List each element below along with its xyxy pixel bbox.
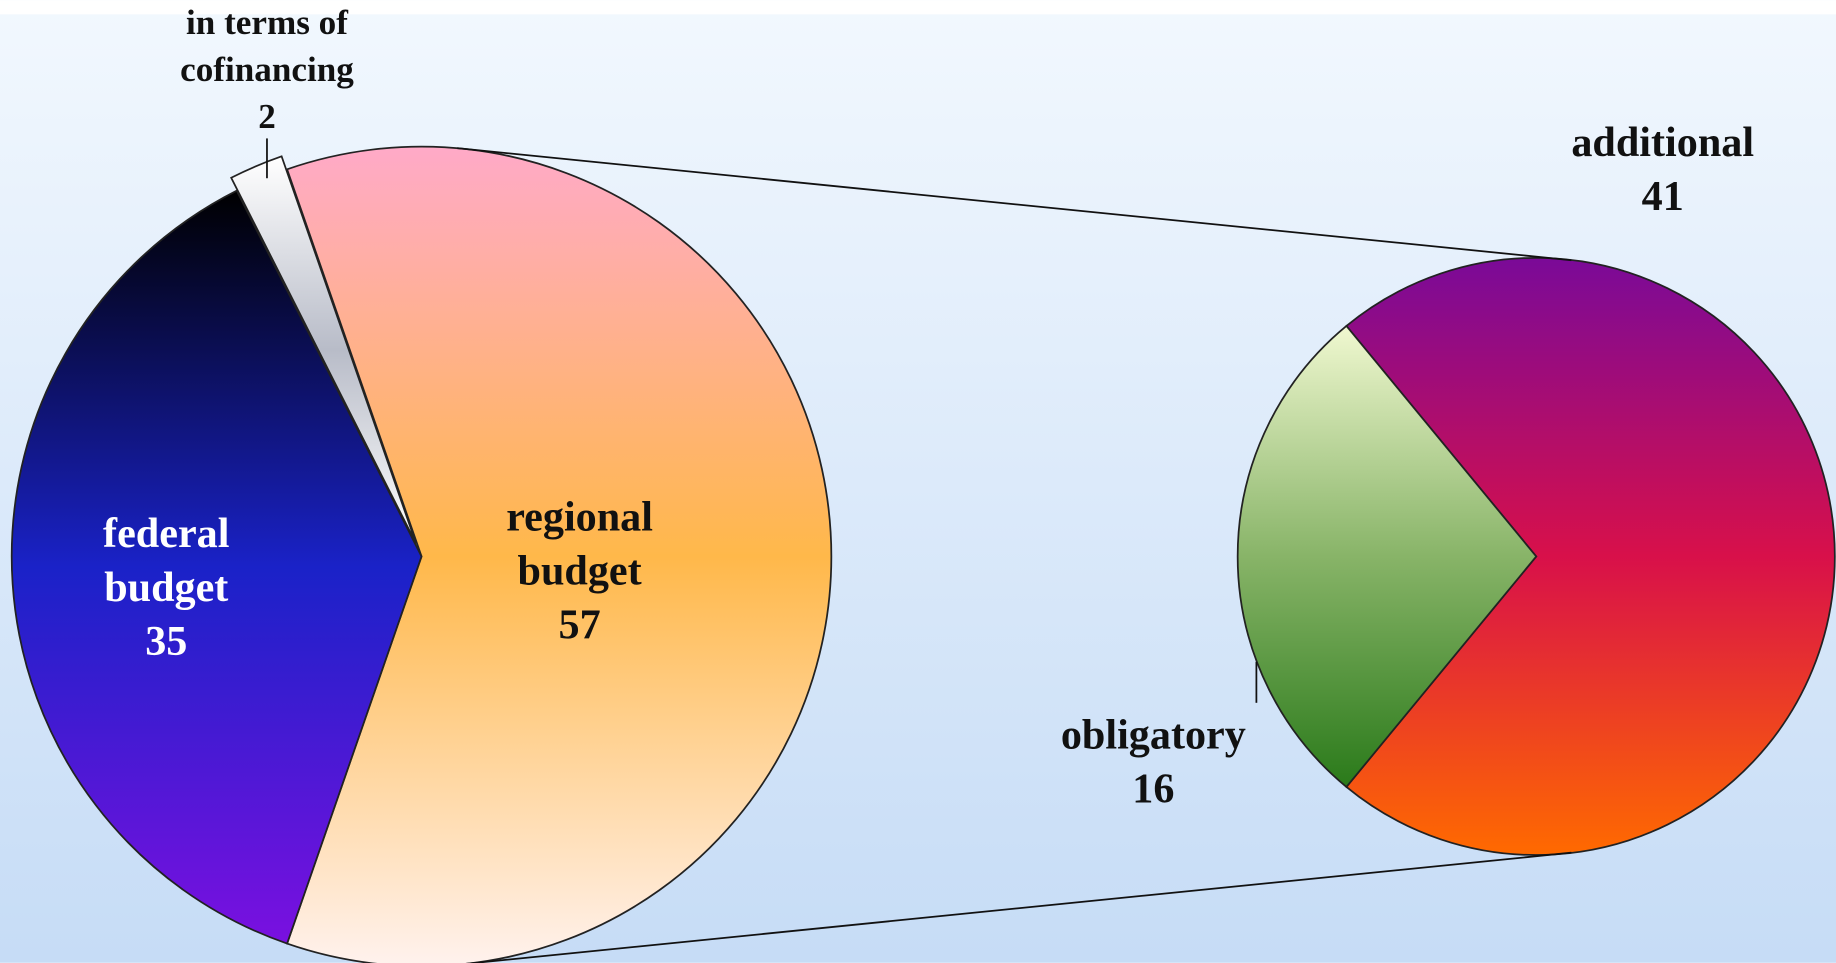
value-label: 57 (558, 600, 601, 648)
category-label: in terms of cofinancing (180, 3, 354, 90)
category-label: obligatory (1060, 711, 1246, 758)
data-label: federal budget 35 (73, 506, 260, 668)
data-label: regional budget 57 (463, 490, 697, 652)
pie-slice (1345, 257, 1836, 856)
data-label: obligatory 16 (1025, 707, 1283, 815)
connector-line (465, 851, 1572, 963)
value-label: 2 (258, 97, 276, 137)
pie-slice (285, 145, 833, 963)
category-label: federal budget (103, 509, 230, 611)
category-label: regional budget (506, 493, 653, 594)
top-band (0, 0, 1836, 15)
category-label: additional (1571, 118, 1755, 166)
label-box: in terms of cofinancing 2 (150, 0, 384, 141)
label-box: federal budget 35 (73, 506, 260, 668)
pie-slice (10, 189, 423, 945)
label-box: obligatory 16 (1025, 707, 1283, 815)
data-label: in terms of cofinancing 2 (150, 0, 384, 141)
connector-line (457, 147, 1572, 262)
label-box: additional 41 (1546, 115, 1780, 223)
data-label: additional 41 (1546, 115, 1780, 223)
pie-slice (230, 155, 417, 544)
pie-slice (1236, 324, 1538, 789)
value-label: 41 (1641, 172, 1684, 220)
value-label: 16 (1132, 764, 1175, 812)
label-box: regional budget 57 (463, 490, 697, 652)
value-label: 35 (145, 617, 188, 665)
